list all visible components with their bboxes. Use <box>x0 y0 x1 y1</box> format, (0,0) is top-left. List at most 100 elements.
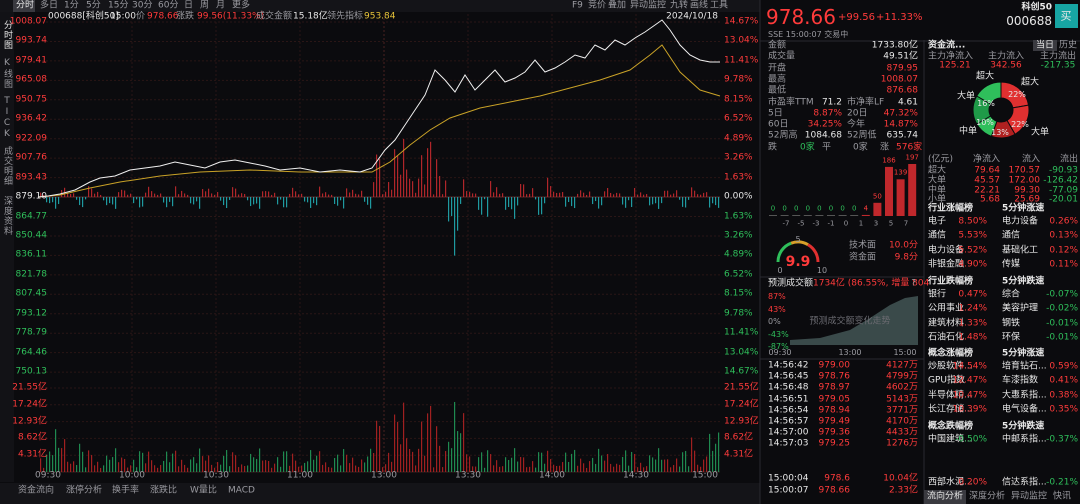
indicator-tab[interactable]: 换手率 <box>112 485 140 496</box>
y2-tick-label: 6.52% <box>724 269 753 280</box>
volume-bar <box>622 456 624 472</box>
label: 1734亿 (86.55%, 增量 804 <box>813 278 930 289</box>
indicator-tab[interactable]: MACD <box>228 485 255 496</box>
volume-bar <box>631 451 633 472</box>
side-tab[interactable]: 深度资料 <box>2 196 12 236</box>
volume-bar <box>526 467 528 472</box>
period-tab[interactable]: 更多 <box>232 0 251 11</box>
y-tick-label: 850.44 <box>15 230 48 241</box>
flow-bar <box>517 197 519 206</box>
flow-bar <box>622 197 624 205</box>
volume-bar <box>250 453 252 472</box>
panel-tab[interactable]: 流向分析 <box>926 491 964 502</box>
tool-button[interactable]: 工具 <box>710 0 729 11</box>
side-tab[interactable]: 成交明细 <box>2 146 12 186</box>
tool-button[interactable]: 画线 <box>690 0 709 11</box>
flow-bar <box>655 197 657 204</box>
side-tab[interactable]: 分时图 <box>2 20 12 50</box>
panel-tab[interactable]: 深度分析 <box>968 491 1006 502</box>
x-tick-label: 09:30 <box>35 470 61 481</box>
panel-tab[interactable]: 异动监控 <box>1010 491 1048 502</box>
label: 979.49 <box>818 416 851 427</box>
label: 0.59% <box>1049 361 1078 372</box>
flow-bar <box>385 191 387 197</box>
volume-bar <box>259 448 261 472</box>
label: 通信 <box>1002 230 1021 241</box>
label: 10.04亿 <box>883 473 918 484</box>
tool-button[interactable]: 九转 <box>670 0 689 11</box>
period-tab[interactable]: 30分 <box>132 0 153 11</box>
flow-bar <box>583 192 585 197</box>
side-tab[interactable]: K线图 <box>2 58 12 89</box>
label: 西部水泥... <box>928 477 973 488</box>
volume-bar <box>175 450 177 472</box>
volume-bar <box>532 461 534 472</box>
volume-bar <box>199 448 201 472</box>
label: 行业涨幅榜 <box>928 203 974 214</box>
label: 公用事业 <box>928 303 965 314</box>
period-tab[interactable]: 1分 <box>64 0 79 11</box>
volume-bar <box>397 421 399 472</box>
y2-tick-label: 9.78% <box>724 308 753 319</box>
flow-tab[interactable]: 当日 <box>1035 40 1055 51</box>
volume-bar <box>109 459 111 472</box>
label: 978.94 <box>818 405 851 416</box>
label: 9.8分 <box>894 252 918 263</box>
flow-bar <box>121 189 123 197</box>
period-tab[interactable]: 15分 <box>108 0 129 11</box>
flow-bar <box>241 193 243 197</box>
label: 跌 <box>768 142 778 153</box>
indicator-tab[interactable]: 涨停分析 <box>66 485 103 496</box>
tool-button[interactable]: 叠加 <box>608 0 627 11</box>
indicator-tab[interactable]: W量比 <box>190 485 217 496</box>
flow-bar <box>271 194 273 197</box>
volume-bar <box>139 451 141 472</box>
y-tick-label: 993.74 <box>15 35 48 46</box>
flow-bar <box>85 197 87 200</box>
period-tab[interactable]: 月 <box>216 0 226 11</box>
panel-tab[interactable]: 快讯 <box>1052 491 1072 502</box>
label: 市盈率TTM <box>768 97 814 107</box>
volume-bar <box>592 457 594 472</box>
y2-tick-label: 3.26% <box>724 152 753 163</box>
volume-bar <box>208 455 210 472</box>
flow-bar <box>700 194 702 197</box>
label: 技术面 <box>849 240 877 251</box>
volume-bar <box>232 452 234 472</box>
label: 4602万 <box>886 382 918 393</box>
flow-bar <box>91 188 93 197</box>
flow-bar <box>670 194 672 197</box>
x-tick-label: 14:30 <box>623 470 649 481</box>
distribution-bar <box>861 214 870 216</box>
side-tab[interactable]: TICK <box>2 96 12 140</box>
volume-bar <box>328 467 330 472</box>
buy-button[interactable]: 买 <box>1060 9 1072 23</box>
label: 开盘 <box>768 63 787 74</box>
volume-bar <box>76 465 78 472</box>
distribution-label: 0 <box>817 204 822 213</box>
tool-button[interactable]: 异动监控 <box>630 0 667 11</box>
tool-button[interactable]: 竞价 <box>588 0 607 11</box>
volume-bar <box>283 451 285 472</box>
label: -0.37% <box>1046 434 1078 445</box>
period-tab[interactable]: 日 <box>184 0 194 11</box>
period-tab[interactable]: 周 <box>200 0 210 11</box>
label: 1.48% <box>958 332 987 343</box>
period-tab[interactable]: 5分 <box>86 0 101 11</box>
flow-bar <box>664 190 666 197</box>
indicator-tab[interactable]: 资金流向 <box>18 485 55 496</box>
flow-bar <box>244 193 246 197</box>
label: 电子 <box>928 216 947 227</box>
label: 0.35% <box>1049 404 1078 415</box>
tool-button[interactable]: F9 <box>572 0 583 11</box>
indicator-tab[interactable]: 涨跌比 <box>150 485 178 496</box>
volume-bar <box>601 455 603 472</box>
flow-bar <box>196 197 198 202</box>
flow-bar <box>691 187 693 197</box>
volume-tick-label: 8.62亿 <box>724 432 754 443</box>
period-tab[interactable]: 60分 <box>158 0 179 11</box>
flow-tab[interactable]: 历史 <box>1058 40 1078 51</box>
volume-bar <box>649 455 651 472</box>
period-tab[interactable]: 分时 <box>16 0 35 11</box>
period-tab[interactable]: 多日 <box>40 0 59 11</box>
